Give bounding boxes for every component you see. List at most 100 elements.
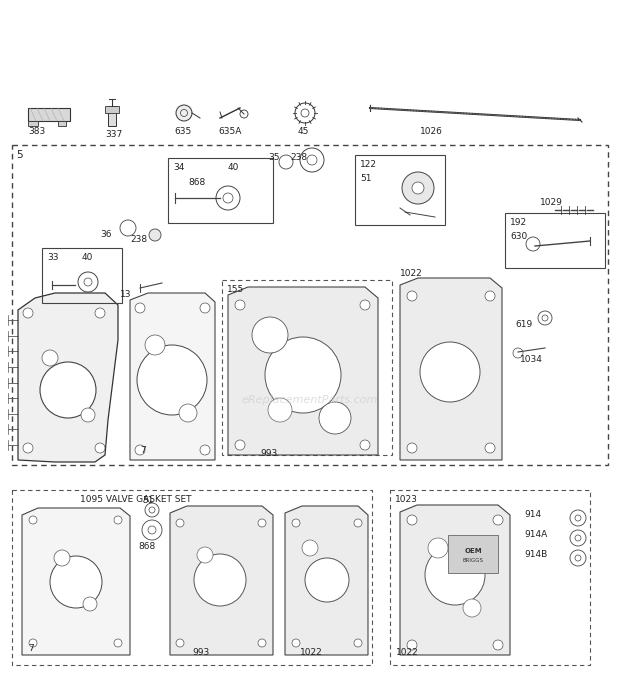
Circle shape: [149, 229, 161, 241]
Circle shape: [485, 291, 495, 301]
Text: 383: 383: [28, 127, 45, 136]
Text: 36: 36: [100, 230, 112, 239]
Circle shape: [179, 404, 197, 422]
Text: 45: 45: [298, 127, 309, 136]
Polygon shape: [130, 293, 215, 460]
Polygon shape: [170, 506, 273, 655]
Bar: [12, 490, 372, 665]
Text: OEM: OEM: [464, 548, 482, 554]
Circle shape: [29, 639, 37, 647]
Bar: [505, 213, 605, 268]
Circle shape: [40, 362, 96, 418]
Bar: [222, 280, 392, 455]
Circle shape: [252, 317, 288, 353]
Circle shape: [268, 398, 292, 422]
Circle shape: [305, 558, 349, 602]
Circle shape: [135, 445, 145, 455]
Text: 868: 868: [138, 542, 155, 551]
Text: 1022: 1022: [400, 269, 423, 278]
Bar: [12, 145, 608, 465]
Bar: [28, 121, 38, 126]
Circle shape: [95, 308, 105, 318]
Circle shape: [407, 515, 417, 525]
Circle shape: [95, 443, 105, 453]
Circle shape: [176, 519, 184, 527]
Circle shape: [360, 300, 370, 310]
Circle shape: [83, 597, 97, 611]
Circle shape: [114, 516, 122, 524]
Circle shape: [114, 639, 122, 647]
Circle shape: [428, 538, 448, 558]
Circle shape: [292, 639, 300, 647]
Bar: [108, 106, 116, 126]
Circle shape: [354, 519, 362, 527]
Circle shape: [360, 440, 370, 450]
Polygon shape: [22, 508, 130, 655]
Text: 914B: 914B: [524, 550, 547, 559]
Text: 993: 993: [260, 449, 277, 458]
Text: 1029: 1029: [540, 198, 563, 207]
Bar: [448, 535, 498, 573]
Bar: [58, 121, 66, 126]
Text: 619: 619: [515, 320, 532, 329]
Text: 630: 630: [510, 232, 527, 241]
Circle shape: [197, 547, 213, 563]
Circle shape: [29, 516, 37, 524]
Polygon shape: [285, 506, 368, 655]
Polygon shape: [400, 278, 502, 460]
Text: 35: 35: [268, 153, 280, 162]
Text: 40: 40: [228, 163, 239, 172]
Text: BRIGGS: BRIGGS: [463, 557, 484, 563]
Circle shape: [302, 540, 318, 556]
Circle shape: [23, 308, 33, 318]
Bar: [390, 490, 590, 665]
Text: 51: 51: [142, 496, 154, 505]
Polygon shape: [18, 293, 118, 462]
Circle shape: [265, 337, 341, 413]
Circle shape: [412, 182, 424, 194]
Text: 155: 155: [227, 285, 244, 294]
Circle shape: [258, 639, 266, 647]
Text: 635A: 635A: [218, 127, 241, 136]
Circle shape: [402, 172, 434, 204]
Text: 51: 51: [360, 174, 371, 183]
Circle shape: [292, 519, 300, 527]
Text: 1023: 1023: [395, 495, 418, 504]
Text: 122: 122: [360, 160, 377, 169]
Text: 993: 993: [192, 648, 210, 657]
Text: 1022: 1022: [300, 648, 323, 657]
Text: 1022: 1022: [396, 648, 418, 657]
Polygon shape: [228, 287, 378, 455]
Text: 33: 33: [47, 253, 58, 262]
Text: eReplacementParts.com: eReplacementParts.com: [242, 395, 378, 405]
Circle shape: [42, 350, 58, 366]
Circle shape: [463, 599, 481, 617]
Circle shape: [137, 345, 207, 415]
Circle shape: [200, 445, 210, 455]
Circle shape: [258, 519, 266, 527]
Circle shape: [176, 639, 184, 647]
Circle shape: [407, 640, 417, 650]
Text: 914A: 914A: [524, 530, 547, 539]
Circle shape: [81, 408, 95, 422]
Text: 13: 13: [120, 290, 131, 299]
Circle shape: [235, 300, 245, 310]
Text: 1026: 1026: [420, 127, 443, 136]
Circle shape: [135, 303, 145, 313]
Circle shape: [420, 342, 480, 402]
Bar: [28, 108, 70, 121]
Text: 868: 868: [188, 178, 205, 187]
Text: 1034: 1034: [520, 355, 543, 364]
Bar: [105, 106, 119, 113]
Text: 238: 238: [290, 153, 307, 162]
Circle shape: [23, 443, 33, 453]
Text: 40: 40: [82, 253, 94, 262]
Bar: [168, 158, 273, 223]
Polygon shape: [400, 505, 510, 655]
Circle shape: [176, 105, 192, 121]
Circle shape: [425, 545, 485, 605]
Text: 337: 337: [105, 130, 122, 139]
Circle shape: [194, 554, 246, 606]
Circle shape: [407, 291, 417, 301]
Circle shape: [493, 515, 503, 525]
